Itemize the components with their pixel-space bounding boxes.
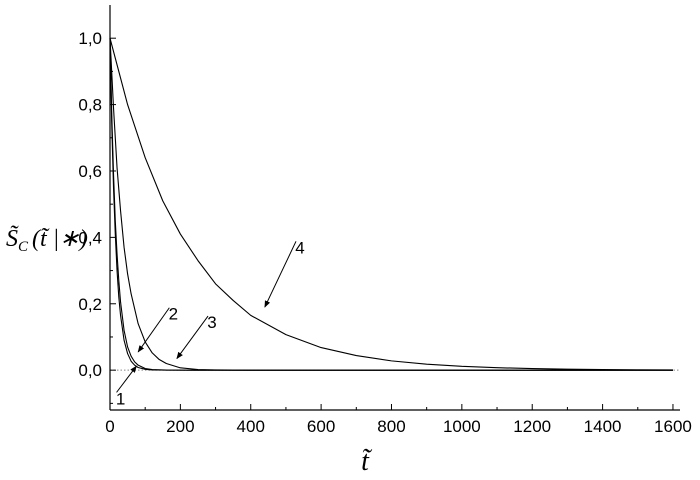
reference-lines bbox=[109, 5, 680, 410]
x-tick-label: 200 bbox=[166, 417, 194, 436]
x-tick-label: 1000 bbox=[443, 417, 481, 436]
series-line-2 bbox=[109, 38, 673, 371]
series-line-3 bbox=[109, 38, 673, 371]
y-axis-title-subscript: C bbox=[18, 239, 29, 255]
y-tick-label: 0,6 bbox=[78, 162, 102, 181]
y-tick-label: 1,0 bbox=[78, 29, 102, 48]
annotations: 1 2 3 4 bbox=[116, 238, 305, 408]
x-tick-label: 800 bbox=[377, 417, 405, 436]
y-tick-label: 0,2 bbox=[78, 295, 102, 314]
curve-label-2: 2 bbox=[169, 305, 178, 324]
series-layer bbox=[109, 38, 673, 371]
x-tick-label: 600 bbox=[307, 417, 335, 436]
x-tick-label: 1200 bbox=[513, 417, 551, 436]
series-line-1 bbox=[109, 38, 673, 371]
y-ticks: 0,0 0,2 0,4 0,6 0,8 1,0 bbox=[78, 29, 116, 404]
y-tick-label: 0,0 bbox=[78, 361, 102, 380]
x-axis-title: t̃ bbox=[361, 446, 373, 477]
y-axis-title-main: S̃ bbox=[6, 225, 19, 252]
annotation-arrow-3 bbox=[176, 315, 209, 360]
curve-label-3: 3 bbox=[207, 313, 216, 332]
curve-label-4: 4 bbox=[295, 238, 304, 257]
curve-label-1: 1 bbox=[116, 389, 125, 408]
y-tick-label: 0,4 bbox=[78, 228, 102, 247]
y-axis-title-argument: (t̃ |∗) bbox=[32, 226, 87, 252]
axes bbox=[109, 5, 680, 411]
y-axis-title: S̃C (t̃ |∗) bbox=[6, 225, 87, 255]
x-ticks: 0 200 400 600 800 1000 1200 1400 1600 bbox=[105, 404, 692, 436]
y-tick-label: 0,8 bbox=[78, 96, 102, 115]
x-tick-label: 400 bbox=[237, 417, 265, 436]
x-tick-label: 0 bbox=[105, 417, 114, 436]
annotation-arrow-4 bbox=[264, 241, 297, 308]
x-tick-label: 1600 bbox=[654, 417, 692, 436]
series-line-4 bbox=[109, 38, 673, 371]
annotation-arrow-1 bbox=[116, 365, 137, 393]
annotation-arrow-2 bbox=[137, 307, 170, 353]
x-tick-label: 1400 bbox=[584, 417, 622, 436]
